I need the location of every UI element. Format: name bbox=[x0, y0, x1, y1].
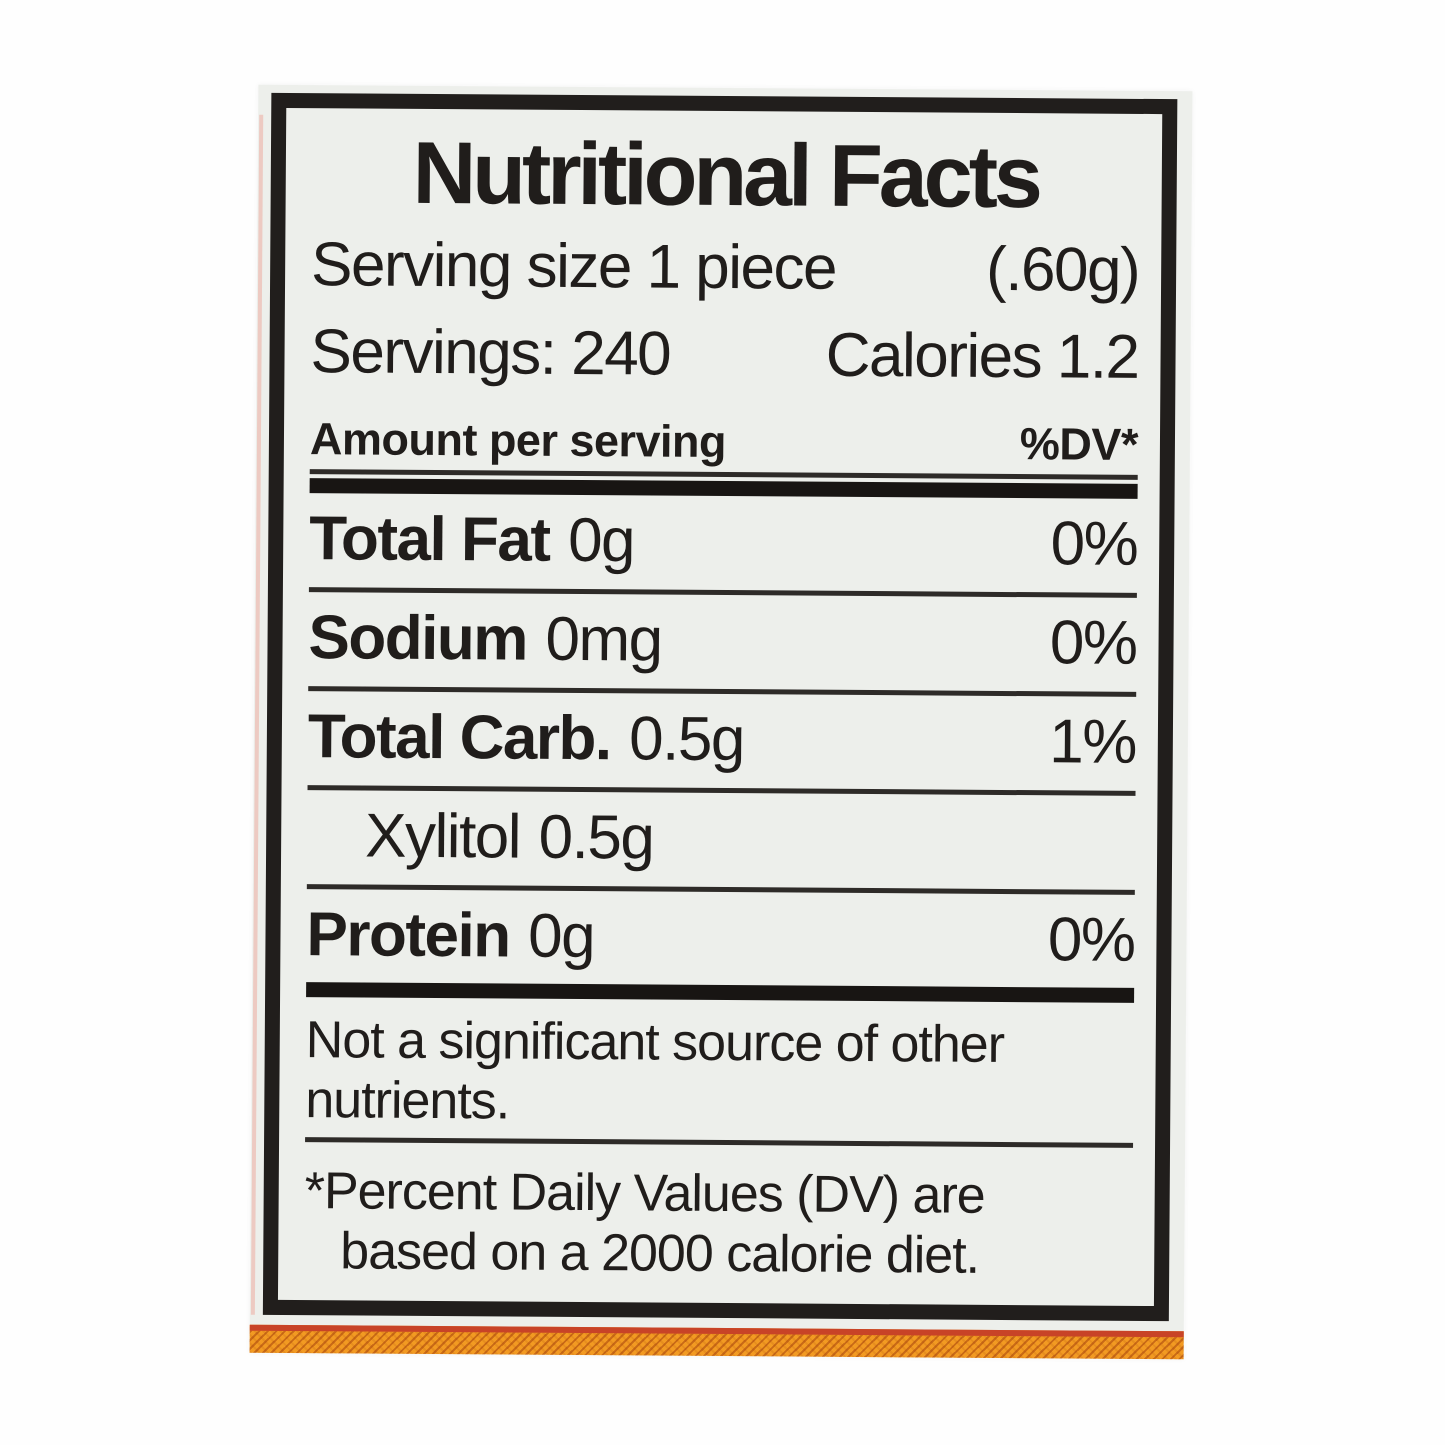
label-title: Nutritional Facts bbox=[412, 122, 1040, 227]
dv-header-text: %DV* bbox=[1019, 418, 1139, 471]
nutrient-dv: 0% bbox=[1050, 509, 1138, 580]
serving-size-weight: (.60g) bbox=[985, 234, 1140, 305]
nutrient-amount: 0g bbox=[567, 506, 635, 576]
nutrient-name: Total Carb. bbox=[307, 702, 611, 774]
nutrient-name: Xylitol bbox=[364, 801, 521, 872]
packaging-stripe bbox=[249, 1324, 1184, 1360]
amount-per-serving-header: Amount per serving %DV* bbox=[309, 400, 1139, 481]
nutrition-label-sticker: Nutritional Facts Serving size 1 piece (… bbox=[249, 84, 1193, 1360]
nutrient-dv: 0% bbox=[1047, 905, 1135, 976]
nutrient-amount: 0.5g bbox=[628, 704, 745, 775]
nutrients-note-line2: nutrients. bbox=[305, 1071, 510, 1131]
servings-calories-row: Servings: 240 Calories 1.2 bbox=[310, 317, 1139, 392]
nutrient-amount: 0g bbox=[527, 901, 595, 972]
thick-divider-bottom bbox=[306, 982, 1135, 1004]
dv-footnote-line2: based on a 2000 calorie diet. bbox=[340, 1221, 980, 1285]
servings-count: Servings: 240 bbox=[310, 317, 671, 389]
dv-footnote: *Percent Daily Values (DV) are based on … bbox=[304, 1162, 1133, 1287]
serving-size-text: Serving size 1 piece bbox=[310, 230, 837, 303]
calories-value: Calories 1.2 bbox=[825, 320, 1139, 392]
nutrients-note: Not a significant source of other nutrie… bbox=[305, 1011, 1134, 1148]
nutrient-dv: 0% bbox=[1049, 608, 1137, 679]
nutrient-dv: 1% bbox=[1049, 707, 1137, 778]
nutrient-name: Total Fat bbox=[309, 504, 550, 575]
nutrient-row-xylitol: Xylitol 0.5g bbox=[306, 790, 1136, 896]
nutrient-row-total-fat: Total Fat 0g 0% bbox=[308, 493, 1138, 599]
label-left-edge-highlight bbox=[250, 114, 264, 1315]
nutrient-row-total-carb: Total Carb. 0.5g 1% bbox=[307, 691, 1137, 797]
nutrient-name: Sodium bbox=[308, 603, 528, 674]
serving-size-row: Serving size 1 piece (.60g) bbox=[310, 230, 1140, 305]
nutrients-note-line1: Not a significant source of other bbox=[305, 1011, 1005, 1075]
amount-header-text: Amount per serving bbox=[309, 413, 727, 468]
nutrient-name: Protein bbox=[306, 900, 510, 971]
nutrient-row-sodium: Sodium 0mg 0% bbox=[308, 592, 1137, 698]
nutrient-row-protein: Protein 0g 0% bbox=[306, 889, 1135, 984]
nutrient-amount: 0.5g bbox=[538, 802, 654, 873]
nutrition-facts-box: Nutritional Facts Serving size 1 piece (… bbox=[262, 92, 1178, 1322]
nutrient-amount: 0mg bbox=[545, 604, 662, 675]
dv-footnote-line1: *Percent Daily Values (DV) are bbox=[304, 1161, 985, 1225]
